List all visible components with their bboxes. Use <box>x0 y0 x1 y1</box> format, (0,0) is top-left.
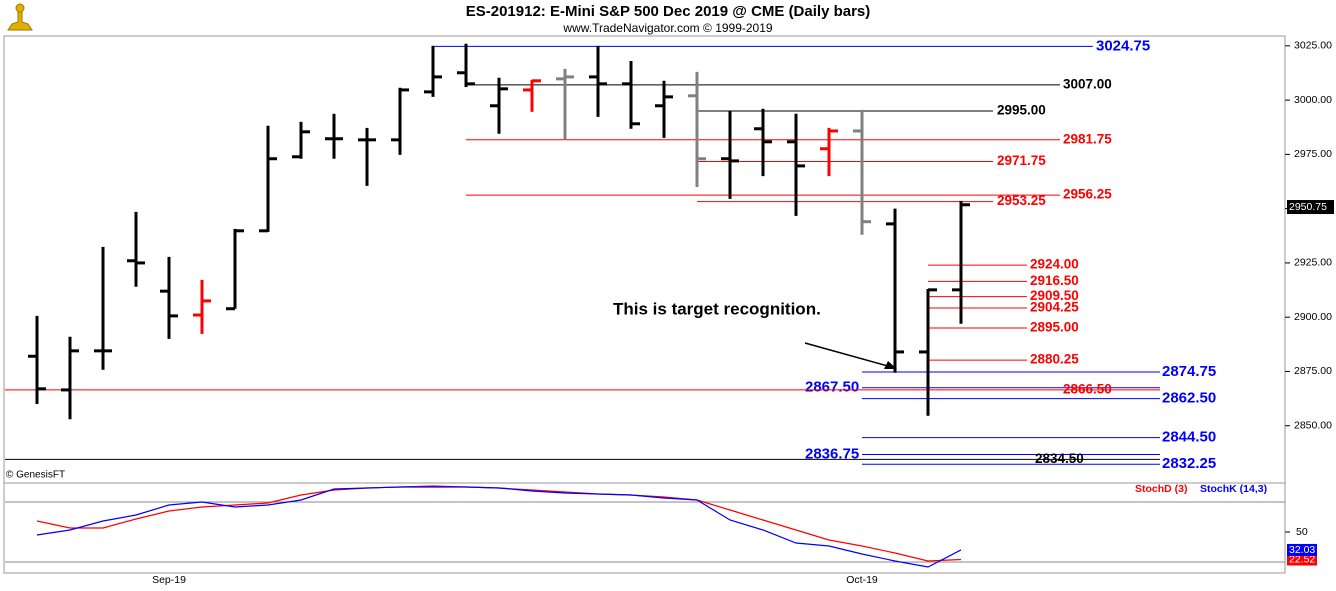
y-tick-label: 2875.00 <box>1294 365 1332 377</box>
price-bar <box>61 336 79 420</box>
price-bar <box>853 109 871 235</box>
price-bar <box>94 246 112 370</box>
price-bar <box>160 256 178 339</box>
price-bar <box>28 315 46 405</box>
level-label: 2995.00 <box>997 103 1046 118</box>
level-label: 2956.25 <box>1063 187 1112 202</box>
x-tick-label: Oct-19 <box>846 574 878 586</box>
level-label: 2904.25 <box>1030 300 1079 315</box>
price-bar <box>457 43 475 88</box>
y-tick-label: 2925.00 <box>1294 257 1332 269</box>
level-label: 2953.25 <box>997 193 1046 208</box>
last-value-label: 32.03 <box>1289 544 1315 556</box>
price-bar <box>424 45 442 97</box>
price-bar <box>259 125 277 233</box>
price-bar <box>754 108 772 177</box>
y-tick-label: 2975.00 <box>1294 148 1332 160</box>
level-label: 2866.50 <box>1063 381 1112 396</box>
price-bar <box>193 279 211 334</box>
price-bar <box>820 127 838 177</box>
price-bar <box>721 110 739 199</box>
price-bar <box>523 79 541 112</box>
y-tick-label: 3000.00 <box>1294 94 1332 106</box>
stoch-line <box>36 486 962 568</box>
level-label: 2834.50 <box>1035 451 1084 466</box>
price-bar <box>787 113 805 216</box>
x-tick-label: Sep-19 <box>152 574 186 586</box>
chart-title: ES-201912: E-Mini S&P 500 Dec 2019 @ CME… <box>466 3 871 20</box>
level-label: 2874.75 <box>1162 363 1216 380</box>
price-bar <box>391 87 409 155</box>
price-bar <box>556 68 574 140</box>
level-label: 2895.00 <box>1030 320 1079 335</box>
level-label: 2832.25 <box>1162 455 1216 472</box>
y-tick-label: 2900.00 <box>1294 311 1332 323</box>
legend-entry: StochK (14,3) <box>1200 483 1267 495</box>
level-label: 2916.50 <box>1030 273 1079 288</box>
price-bar <box>886 208 904 373</box>
price-bar <box>655 80 673 138</box>
source: © GenesisFT <box>6 470 65 481</box>
y-tick-label: 2850.00 <box>1294 420 1332 432</box>
level-label: 2924.00 <box>1030 257 1079 272</box>
price-bar <box>358 127 376 186</box>
last-value-label: 22.52 <box>1289 553 1315 565</box>
price-bar <box>952 200 970 324</box>
level-label: 2844.50 <box>1162 429 1216 446</box>
level-label: 2909.50 <box>1030 288 1079 303</box>
price-bar <box>589 45 607 117</box>
last-price-label: 2950.75 <box>1289 201 1327 213</box>
last-value-box <box>1287 543 1317 556</box>
level-label: 2862.50 <box>1162 390 1216 407</box>
level-label: 2867.50 <box>805 379 859 396</box>
price-bar <box>226 228 244 311</box>
price-bar <box>919 288 937 416</box>
y-tick-label: 50 <box>1296 526 1308 538</box>
level-label: 2981.75 <box>1063 131 1112 146</box>
legend-entry: StochD (3) <box>1135 483 1188 495</box>
last-value-box <box>1287 553 1317 566</box>
price-bar <box>325 113 343 159</box>
price-bar <box>490 77 508 134</box>
last-price-box <box>1287 200 1334 215</box>
logo <box>7 3 33 31</box>
level-label: 3007.00 <box>1063 76 1112 91</box>
level-label: 3024.75 <box>1096 37 1150 54</box>
price-bar <box>127 211 145 287</box>
annotation: This is target recognition. <box>613 299 821 318</box>
price-bar <box>622 61 640 129</box>
subtitle: www.TradeNavigator.com © 1999-2019 <box>562 21 772 35</box>
level-label: 2880.25 <box>1030 352 1079 367</box>
price-bar <box>688 71 706 187</box>
level-label: 2971.75 <box>997 153 1046 168</box>
y-tick-label: 3025.00 <box>1294 40 1332 52</box>
price-bar <box>292 121 310 159</box>
level-label: 2836.75 <box>805 445 859 462</box>
